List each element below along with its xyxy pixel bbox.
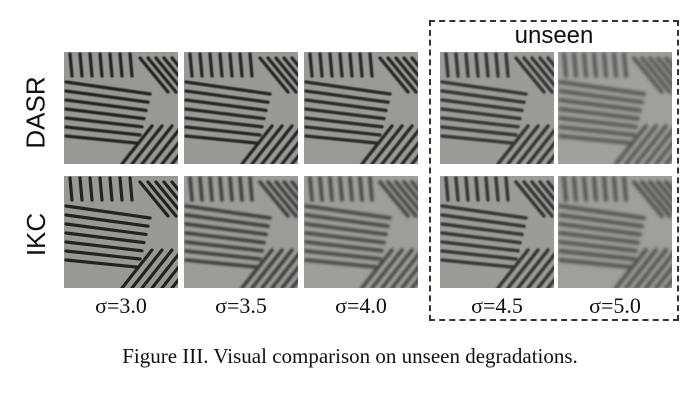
row-label-dasr: DASR bbox=[20, 75, 51, 149]
image-tile-ikc-sigma-4-0 bbox=[304, 176, 418, 288]
figure-caption: Figure III. Visual comparison on unseen … bbox=[122, 344, 578, 368]
column-label-sigma-3-0: σ=3.0 bbox=[95, 293, 147, 318]
unseen-region-box bbox=[429, 20, 679, 321]
image-tile-ikc-sigma-3-5 bbox=[184, 176, 298, 288]
image-tile-dasr-sigma-3-5 bbox=[184, 52, 298, 164]
image-tile-dasr-sigma-4-0 bbox=[304, 52, 418, 164]
column-label-sigma-3-5: σ=3.5 bbox=[215, 293, 267, 318]
image-tile-dasr-sigma-5-0 bbox=[558, 52, 672, 164]
column-label-sigma-4-5: σ=4.5 bbox=[471, 293, 523, 318]
image-tile-ikc-sigma-4-5 bbox=[440, 176, 554, 288]
image-tile-ikc-sigma-3-0 bbox=[64, 176, 178, 288]
unseen-label: unseen bbox=[514, 22, 594, 49]
image-tile-dasr-sigma-3-0 bbox=[64, 52, 178, 164]
image-tile-dasr-sigma-4-5 bbox=[440, 52, 554, 164]
row-label-ikc: IKC bbox=[20, 212, 51, 256]
column-label-sigma-4-0: σ=4.0 bbox=[335, 293, 387, 318]
column-label-sigma-5-0: σ=5.0 bbox=[589, 293, 641, 318]
image-tile-ikc-sigma-5-0 bbox=[558, 176, 672, 288]
